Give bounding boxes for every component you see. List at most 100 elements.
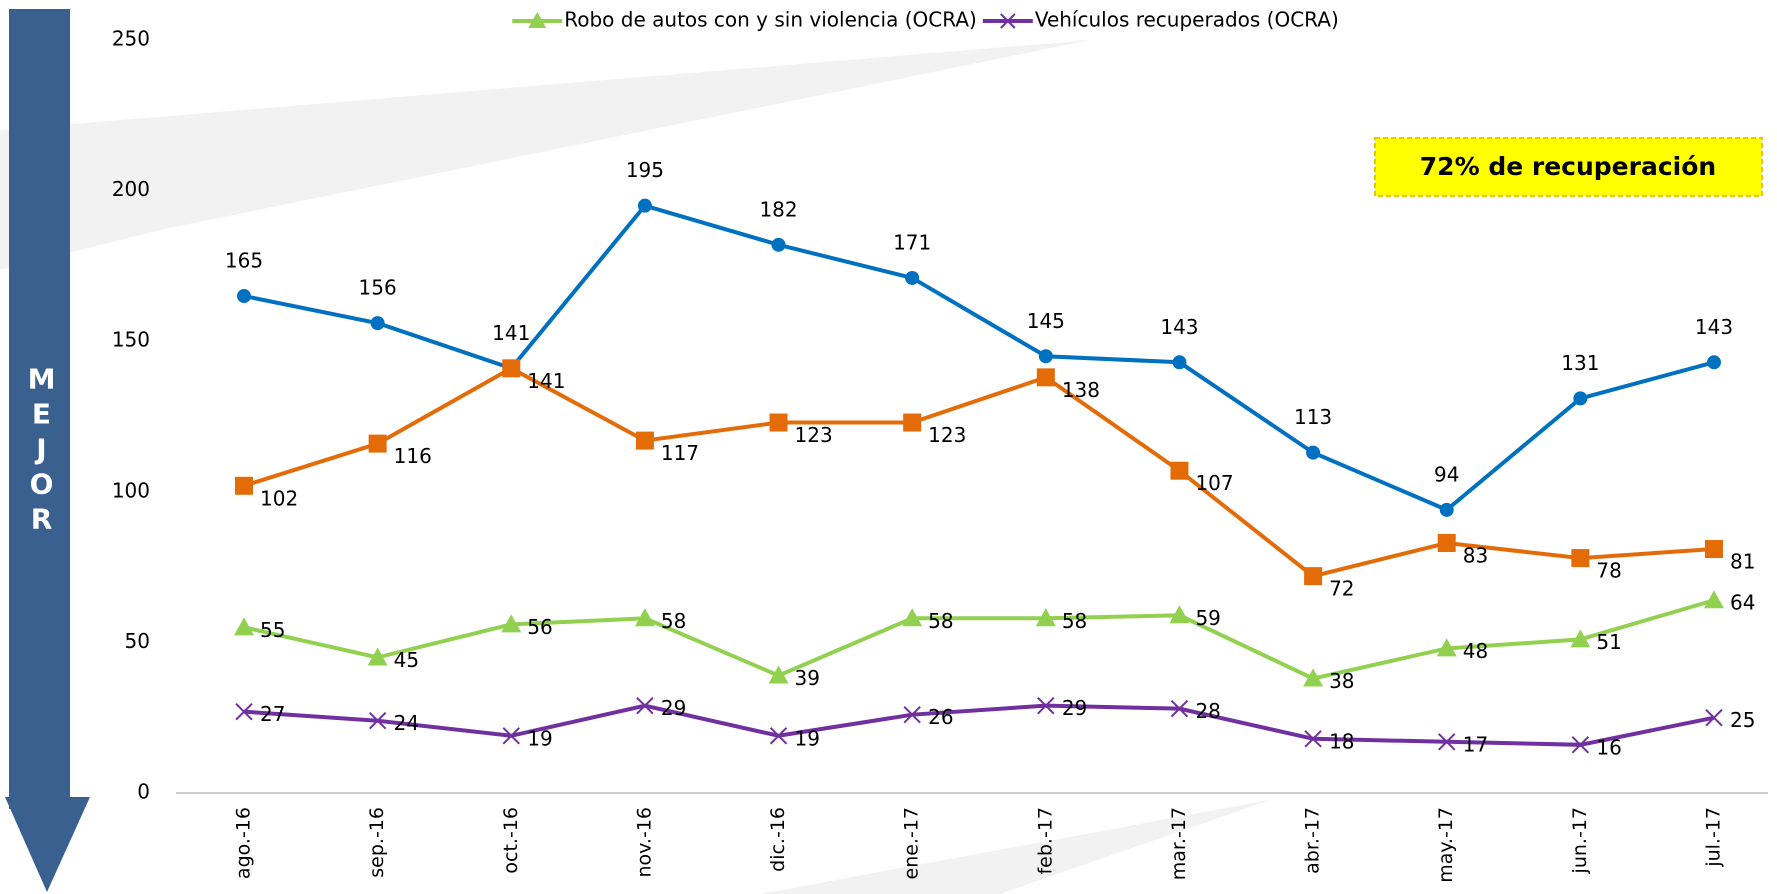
marker	[368, 712, 387, 730]
data-label: 58	[661, 609, 686, 633]
data-label: 171	[893, 230, 931, 254]
marker	[1705, 708, 1723, 727]
marker	[1170, 461, 1189, 480]
marker	[1170, 699, 1189, 718]
series-line	[243, 598, 1715, 681]
marker	[1169, 605, 1190, 624]
x-tick-label: jun.-17	[1569, 807, 1591, 874]
marker	[1304, 567, 1323, 586]
data-label: 143	[1695, 315, 1733, 339]
marker	[1573, 391, 1588, 406]
x-tick-label: dic.-16	[767, 807, 789, 872]
data-label: 94	[1434, 462, 1459, 486]
data-label: 58	[1062, 609, 1087, 633]
marker	[370, 316, 385, 331]
data-label: 72	[1329, 577, 1354, 601]
data-label: 19	[795, 726, 820, 750]
data-label: 113	[1294, 405, 1332, 429]
marker	[1707, 355, 1721, 370]
data-label: 29	[661, 696, 686, 720]
data-label: 29	[1062, 696, 1087, 720]
legend-label: Vehículos recuperados (OCRA)	[1035, 8, 1339, 32]
annotation-box	[1374, 137, 1763, 197]
data-label: 48	[1463, 639, 1488, 663]
data-label: 59	[1195, 606, 1220, 630]
data-label: 55	[260, 618, 285, 642]
legend-marker	[528, 12, 547, 28]
marker	[769, 413, 788, 432]
y-tick-label: 0	[137, 780, 150, 804]
marker	[1035, 608, 1056, 627]
data-label: 38	[1329, 669, 1354, 693]
background-swoosh	[760, 800, 1270, 894]
data-label: 26	[928, 705, 953, 729]
marker	[368, 434, 387, 453]
marker	[903, 413, 922, 432]
data-label: 51	[1596, 630, 1621, 654]
data-label: 182	[759, 197, 797, 221]
legend: Robo de autos con y sin violencia (OCRA)…	[512, 8, 1339, 32]
marker	[1705, 540, 1723, 559]
marker	[768, 665, 789, 684]
arrow-label: MEJOR	[25, 363, 58, 538]
data-label: 123	[928, 423, 966, 447]
marker	[1038, 349, 1053, 364]
data-label: 39	[795, 666, 820, 690]
marker	[235, 476, 253, 495]
marker	[902, 608, 923, 627]
marker	[1036, 368, 1055, 387]
x-tick-label: feb.-17	[1034, 807, 1056, 875]
x-tick-label: ago.-16	[233, 807, 255, 879]
marker	[636, 696, 654, 715]
data-label: 141	[492, 321, 530, 345]
marker	[634, 608, 655, 627]
data-label: 25	[1730, 708, 1755, 732]
marker	[1436, 638, 1457, 657]
marker	[234, 617, 254, 636]
marker	[1303, 668, 1324, 687]
data-label: 195	[626, 158, 664, 182]
legend-label: Robo de autos con y sin violencia (OCRA)	[564, 8, 977, 32]
data-label: 143	[1160, 315, 1198, 339]
x-tick-label: oct.-16	[500, 807, 522, 874]
marker	[235, 702, 253, 721]
data-label: 27	[260, 702, 285, 726]
y-tick-label: 100	[112, 478, 150, 502]
data-label: 18	[1329, 729, 1354, 753]
marker	[1172, 355, 1187, 370]
data-label: 138	[1062, 378, 1100, 402]
data-label: 123	[795, 423, 833, 447]
data-label: 107	[1195, 471, 1233, 495]
data-label: 16	[1596, 735, 1621, 759]
marker	[502, 727, 520, 745]
arrow-head	[5, 797, 90, 892]
data-label: 156	[359, 276, 397, 300]
marker	[903, 705, 921, 724]
marker	[1571, 736, 1590, 754]
y-tick-label: 150	[112, 328, 150, 352]
marker	[237, 289, 251, 304]
series-line	[243, 703, 1715, 747]
legend-marker	[1000, 13, 1016, 29]
x-tick-label: ene.-17	[901, 807, 923, 880]
series-line	[243, 203, 1715, 513]
data-label: 102	[260, 486, 298, 510]
marker	[1437, 534, 1456, 553]
series-line	[243, 366, 1715, 579]
data-label: 141	[527, 369, 565, 393]
data-label: 117	[661, 441, 699, 465]
marker	[637, 198, 652, 213]
data-label: 145	[1027, 309, 1065, 333]
marker	[635, 431, 654, 450]
x-tick-label: sep.-16	[366, 807, 388, 878]
data-label: 165	[225, 249, 263, 273]
data-label: 19	[527, 726, 552, 750]
marker	[1704, 590, 1724, 609]
marker	[1306, 445, 1321, 460]
marker	[771, 237, 786, 252]
marker	[1304, 730, 1322, 748]
marker	[1037, 696, 1055, 715]
x-tick-label: mar.-17	[1168, 807, 1190, 880]
y-tick-label: 50	[125, 629, 150, 653]
